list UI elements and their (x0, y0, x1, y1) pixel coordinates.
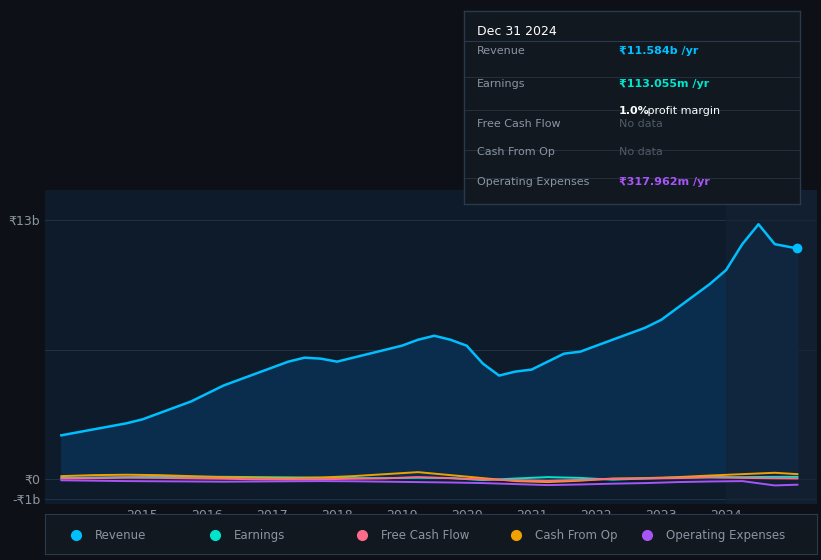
Text: No data: No data (619, 119, 663, 129)
Text: No data: No data (619, 147, 663, 157)
Text: 1.0%: 1.0% (619, 106, 649, 116)
Text: Cash From Op: Cash From Op (535, 529, 617, 542)
Text: Operating Expenses: Operating Expenses (667, 529, 786, 542)
Text: ₹317.962m /yr: ₹317.962m /yr (619, 178, 709, 188)
Text: Free Cash Flow: Free Cash Flow (477, 119, 561, 129)
Text: Revenue: Revenue (477, 46, 526, 56)
Text: Cash From Op: Cash From Op (477, 147, 555, 157)
Text: Earnings: Earnings (234, 529, 286, 542)
Text: Free Cash Flow: Free Cash Flow (381, 529, 470, 542)
Text: profit margin: profit margin (644, 106, 720, 116)
Text: Earnings: Earnings (477, 79, 525, 89)
Bar (726, 190, 817, 504)
Text: Dec 31 2024: Dec 31 2024 (477, 25, 557, 38)
Text: Operating Expenses: Operating Expenses (477, 178, 589, 188)
Text: Revenue: Revenue (95, 529, 147, 542)
Text: ₹113.055m /yr: ₹113.055m /yr (619, 79, 709, 89)
Text: ₹11.584b /yr: ₹11.584b /yr (619, 46, 698, 56)
